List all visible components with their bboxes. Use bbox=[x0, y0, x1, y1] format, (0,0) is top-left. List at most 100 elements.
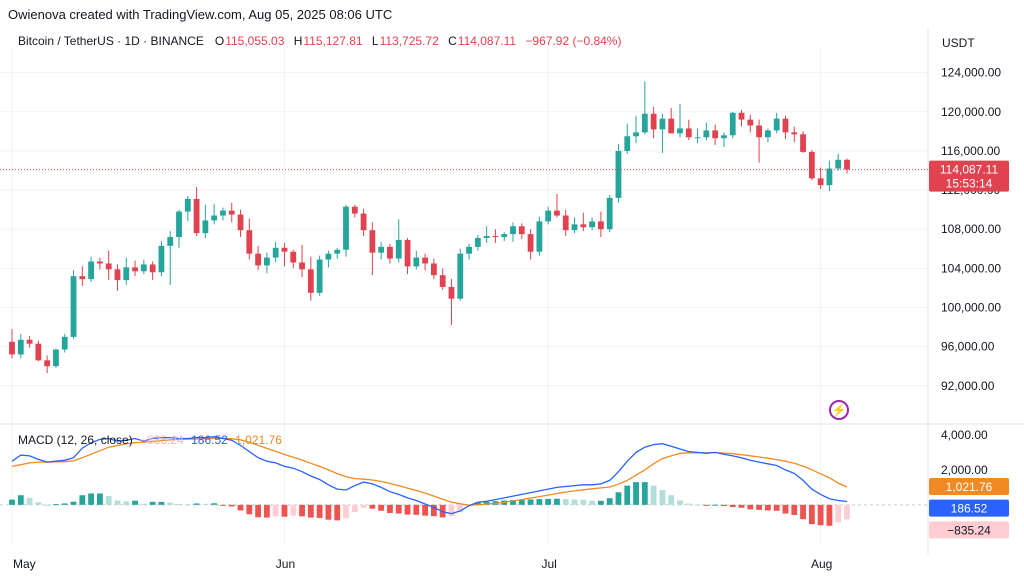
candle bbox=[518, 223, 525, 239]
macd-histogram-bar bbox=[677, 500, 683, 505]
macd-label: MACD (12, 26, close) bbox=[18, 433, 133, 447]
macd-histogram-bar bbox=[334, 504, 341, 521]
candle bbox=[554, 193, 560, 218]
candle bbox=[597, 211, 604, 238]
macd-histogram-bar bbox=[123, 501, 130, 505]
candle-body bbox=[492, 236, 499, 238]
macd-badge-bg bbox=[929, 499, 1009, 517]
macd-histogram-bar bbox=[149, 501, 156, 505]
macd-histogram-bar bbox=[483, 502, 490, 505]
candle bbox=[176, 209, 182, 248]
candle-body bbox=[668, 118, 675, 134]
macd-histogram-bar bbox=[650, 485, 657, 505]
candle-body bbox=[290, 251, 297, 263]
candle-body bbox=[448, 286, 455, 299]
lightning-icon[interactable]: ⚡ bbox=[829, 400, 849, 420]
candle bbox=[105, 250, 112, 281]
candle-body bbox=[387, 246, 393, 259]
candle-body bbox=[316, 259, 323, 293]
candle bbox=[721, 132, 727, 148]
candle bbox=[764, 128, 771, 143]
macd-histogram-bar bbox=[457, 504, 464, 512]
macd-histogram-bar bbox=[668, 495, 675, 505]
candle-body bbox=[817, 178, 824, 186]
candle bbox=[167, 231, 174, 285]
candle bbox=[149, 261, 156, 281]
candle-body bbox=[114, 269, 121, 281]
candle bbox=[659, 113, 666, 153]
macd-legend[interactable]: MACD (12, 26, close) −835.24 186.52 1,02… bbox=[18, 433, 282, 447]
candle bbox=[510, 222, 516, 242]
candle bbox=[422, 253, 429, 271]
price-tick-label: 120,000.00 bbox=[941, 105, 1001, 119]
high-value: 115,127.81 bbox=[303, 34, 363, 48]
candle-body bbox=[105, 263, 112, 270]
macd-histogram-bar bbox=[659, 489, 666, 505]
macd-histogram-bar bbox=[826, 504, 833, 526]
candle-body bbox=[844, 159, 850, 170]
candle-body bbox=[413, 257, 420, 267]
candle bbox=[466, 243, 472, 260]
candle bbox=[527, 229, 534, 260]
candle bbox=[624, 123, 631, 154]
candle bbox=[299, 244, 305, 278]
macd-histogram-bar bbox=[343, 504, 349, 519]
candle-body bbox=[360, 213, 367, 231]
countdown-badge-text: 15:53:14 bbox=[946, 177, 993, 191]
candle bbox=[580, 212, 587, 232]
candle-body bbox=[44, 360, 51, 367]
price-tick-label: 116,000.00 bbox=[941, 144, 1000, 158]
candle-body bbox=[334, 249, 341, 254]
candle-body bbox=[536, 221, 543, 252]
candle-body bbox=[747, 119, 754, 126]
candle-body bbox=[721, 135, 727, 139]
candle-body bbox=[782, 118, 789, 133]
candle bbox=[694, 128, 701, 144]
macd-histogram-bar bbox=[246, 504, 253, 515]
axes: 92,000.00 96,000.00 100,000.00 104,000.00 10… bbox=[13, 66, 1001, 571]
candle-body bbox=[246, 230, 253, 254]
candle bbox=[158, 240, 165, 277]
macd-histogram-bar bbox=[782, 504, 789, 514]
candle-body bbox=[554, 210, 560, 216]
candle bbox=[281, 242, 288, 267]
candle-body bbox=[474, 238, 481, 247]
candle-body bbox=[228, 210, 235, 215]
macd-histogram-bar bbox=[808, 504, 815, 525]
currency-label[interactable]: USDT bbox=[942, 36, 975, 50]
candle-body bbox=[562, 215, 569, 231]
candle bbox=[351, 204, 358, 218]
macd-histogram-bar bbox=[844, 504, 850, 520]
macd-tick-label: 2,000.00 bbox=[941, 463, 988, 477]
open-value: 115,055.03 bbox=[225, 34, 285, 48]
candle bbox=[140, 259, 147, 275]
candle-body bbox=[132, 267, 138, 272]
macd-histogram-bar bbox=[70, 501, 77, 505]
symbol-title[interactable]: Bitcoin / TetherUS · 1D · BINANCE bbox=[18, 34, 204, 48]
candle-body bbox=[606, 197, 613, 230]
macd-histogram-bar bbox=[404, 504, 411, 515]
macd-histogram-bar bbox=[738, 504, 745, 508]
macd-tick-label: 4,000.00 bbox=[941, 428, 988, 442]
candle bbox=[835, 153, 842, 171]
candle-body bbox=[510, 226, 516, 235]
candle-body bbox=[773, 118, 780, 131]
macd-line bbox=[11, 436, 848, 515]
candle bbox=[474, 235, 481, 251]
candle bbox=[334, 247, 341, 259]
candle bbox=[808, 149, 815, 181]
candles bbox=[0, 81, 928, 374]
candle-body bbox=[307, 269, 314, 293]
candle-body bbox=[88, 261, 95, 280]
candle-body bbox=[26, 339, 33, 344]
candle bbox=[633, 115, 639, 144]
candle-body bbox=[211, 215, 218, 221]
candle bbox=[255, 245, 262, 271]
macd-histogram-bar bbox=[422, 504, 429, 516]
candle bbox=[729, 111, 736, 139]
candle-body bbox=[650, 113, 657, 130]
chart-credit: Owienova created with TradingView.com, A… bbox=[8, 7, 393, 22]
candle-body bbox=[466, 246, 472, 254]
